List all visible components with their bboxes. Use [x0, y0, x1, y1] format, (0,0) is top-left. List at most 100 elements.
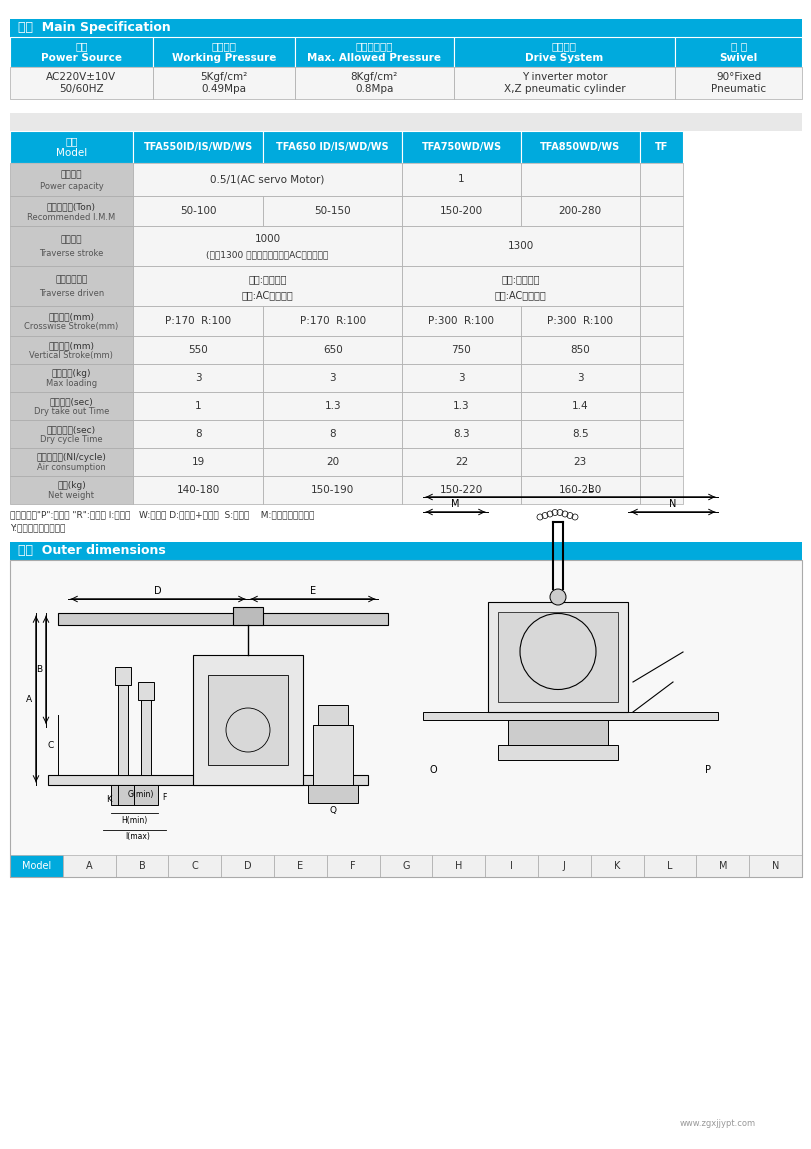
- Bar: [639, 364, 682, 392]
- Bar: [520, 336, 639, 364]
- Text: 標准:变频马达: 標准:变频马达: [248, 275, 286, 284]
- Bar: [508, 720, 607, 745]
- Text: N: N: [771, 861, 779, 871]
- Text: 650: 650: [323, 345, 342, 355]
- Text: Traverse driven: Traverse driven: [39, 290, 104, 299]
- Text: AC220V±10V
50/60HZ: AC220V±10V 50/60HZ: [46, 72, 116, 94]
- Bar: [132, 364, 263, 392]
- Bar: [263, 392, 401, 421]
- Text: 850: 850: [569, 345, 590, 355]
- Text: N: N: [668, 499, 676, 509]
- Bar: [432, 855, 485, 877]
- Text: C: C: [48, 740, 54, 749]
- Text: 3: 3: [195, 373, 201, 383]
- Bar: [639, 336, 682, 364]
- Text: Recommended I.M.M: Recommended I.M.M: [28, 213, 115, 222]
- Text: 选購:AC伺服马达: 选購:AC伺服马达: [495, 290, 546, 300]
- Bar: [520, 476, 639, 504]
- Bar: [639, 448, 682, 476]
- Text: 最大荷重(kg): 最大荷重(kg): [52, 369, 91, 378]
- Text: Net weight: Net weight: [49, 491, 94, 500]
- Text: 驅動方式
Drive System: 驅動方式 Drive System: [525, 41, 603, 63]
- Text: 0.5/1(AC servo Motor): 0.5/1(AC servo Motor): [210, 175, 324, 185]
- Bar: [639, 392, 682, 421]
- Text: 規格  Main Specification: 規格 Main Specification: [18, 22, 170, 34]
- Bar: [487, 602, 627, 712]
- Bar: [639, 196, 682, 226]
- Text: D: D: [154, 586, 161, 596]
- Bar: [263, 196, 401, 226]
- Bar: [132, 267, 401, 306]
- Bar: [10, 113, 801, 131]
- Text: B: B: [36, 665, 42, 674]
- Text: L: L: [667, 861, 672, 871]
- Bar: [401, 448, 520, 476]
- Bar: [10, 476, 132, 504]
- Text: E: E: [310, 586, 315, 596]
- Text: 標准:变频马达: 標准:变频马达: [501, 275, 539, 284]
- Text: Y:橫行伺服馬達速驅動: Y:橫行伺服馬達速驅動: [10, 523, 66, 532]
- Bar: [696, 855, 749, 877]
- Text: 23: 23: [573, 457, 586, 466]
- Bar: [115, 855, 168, 877]
- Bar: [10, 131, 132, 163]
- Text: 3: 3: [577, 373, 583, 383]
- Text: Y inverter motor
X,Z pneumatic cylinder: Y inverter motor X,Z pneumatic cylinder: [503, 72, 624, 94]
- Bar: [132, 226, 401, 267]
- Text: 8Kgf/cm²
0.8Mpa: 8Kgf/cm² 0.8Mpa: [350, 72, 397, 94]
- Bar: [401, 364, 520, 392]
- Bar: [401, 196, 520, 226]
- Text: 50-150: 50-150: [314, 206, 350, 216]
- Text: 工作氣壓
Working Pressure: 工作氣壓 Working Pressure: [171, 41, 276, 63]
- Text: Dry cycle Time: Dry cycle Time: [40, 435, 102, 445]
- Bar: [10, 267, 132, 306]
- Text: 1.4: 1.4: [571, 401, 588, 411]
- Bar: [233, 607, 263, 625]
- Bar: [520, 306, 639, 336]
- Text: 150-200: 150-200: [440, 206, 483, 216]
- Text: P:300  R:100: P:300 R:100: [547, 316, 612, 326]
- Text: 橫行驅動方式: 橫行驅動方式: [55, 276, 88, 285]
- Bar: [132, 336, 263, 364]
- Text: 3: 3: [457, 373, 464, 383]
- Text: A: A: [86, 861, 92, 871]
- Text: 50-100: 50-100: [179, 206, 216, 216]
- Text: Max loading: Max loading: [45, 379, 97, 388]
- Text: TF: TF: [654, 142, 667, 152]
- Bar: [48, 774, 367, 785]
- Bar: [675, 37, 801, 67]
- Bar: [134, 785, 158, 805]
- Bar: [10, 448, 132, 476]
- Bar: [58, 614, 388, 625]
- Bar: [401, 226, 639, 267]
- Text: F: F: [350, 861, 355, 871]
- Text: Q: Q: [329, 805, 336, 815]
- Bar: [639, 306, 682, 336]
- Bar: [10, 226, 132, 267]
- Text: 19: 19: [191, 457, 204, 466]
- Bar: [10, 542, 801, 560]
- Text: I: I: [509, 861, 513, 871]
- Text: 3: 3: [329, 373, 336, 383]
- Bar: [111, 785, 135, 805]
- Text: 上下行程(mm): 上下行程(mm): [49, 341, 94, 350]
- Text: 550: 550: [188, 345, 208, 355]
- Bar: [168, 855, 221, 877]
- Bar: [520, 196, 639, 226]
- Text: 引拔行程(mm): 引拔行程(mm): [49, 313, 94, 321]
- Bar: [118, 674, 128, 774]
- Bar: [263, 306, 401, 336]
- Bar: [520, 163, 639, 196]
- Bar: [639, 131, 682, 163]
- Bar: [132, 196, 263, 226]
- Text: 750: 750: [451, 345, 470, 355]
- Bar: [538, 855, 590, 877]
- Bar: [312, 725, 353, 785]
- Text: A: A: [26, 694, 32, 703]
- Bar: [115, 668, 131, 685]
- Bar: [520, 131, 639, 163]
- Text: 8.5: 8.5: [571, 429, 588, 439]
- Text: 1: 1: [195, 401, 201, 411]
- Bar: [263, 476, 401, 504]
- Text: O: O: [429, 765, 436, 774]
